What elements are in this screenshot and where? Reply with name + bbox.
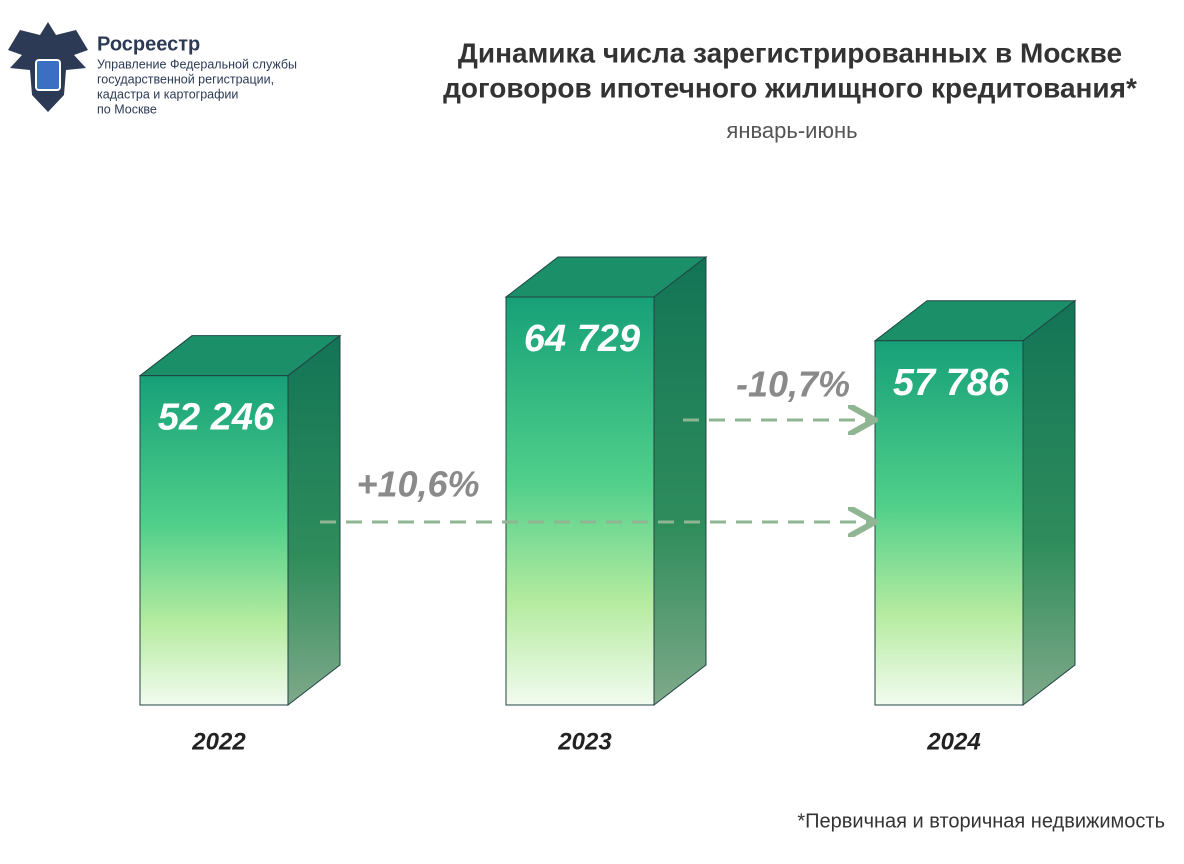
value-label: 52 246 [158,397,275,439]
bar-front [505,296,655,706]
x-tick-label: 2024 [926,728,980,755]
value-label: 57 786 [893,362,1010,404]
chart-subtitle: январь-июнь [726,118,857,143]
bar-side [653,255,707,707]
logo-emblem [8,22,88,112]
bar [873,299,1077,707]
logo-line: государственной регистрации, [97,72,274,86]
bar [138,334,342,707]
logo-name: Росреестр [97,33,200,55]
chart-title: Динамика числа зарегистрированных в Моск… [458,37,1122,68]
logo-text: Управление Федеральной службыгосударстве… [97,57,297,116]
annotation: +10,6% [356,464,479,505]
footnote: *Первичная и вторичная недвижимость [797,810,1165,832]
bar [504,255,708,707]
annotation: -10,7% [736,364,850,405]
x-tick-label: 2023 [557,728,612,755]
bar-front [874,340,1024,706]
logo-line: кадастра и картографии [97,87,238,101]
bar-front [139,375,289,706]
bar-side [1022,299,1076,707]
chart-title: договоров ипотечного жилищного кредитова… [443,72,1137,103]
logo-line: по Москве [97,102,157,116]
value-label: 64 729 [524,318,640,360]
logo-line: Управление Федеральной службы [97,57,297,71]
bar-side [287,334,341,707]
x-tick-label: 2022 [191,728,246,755]
